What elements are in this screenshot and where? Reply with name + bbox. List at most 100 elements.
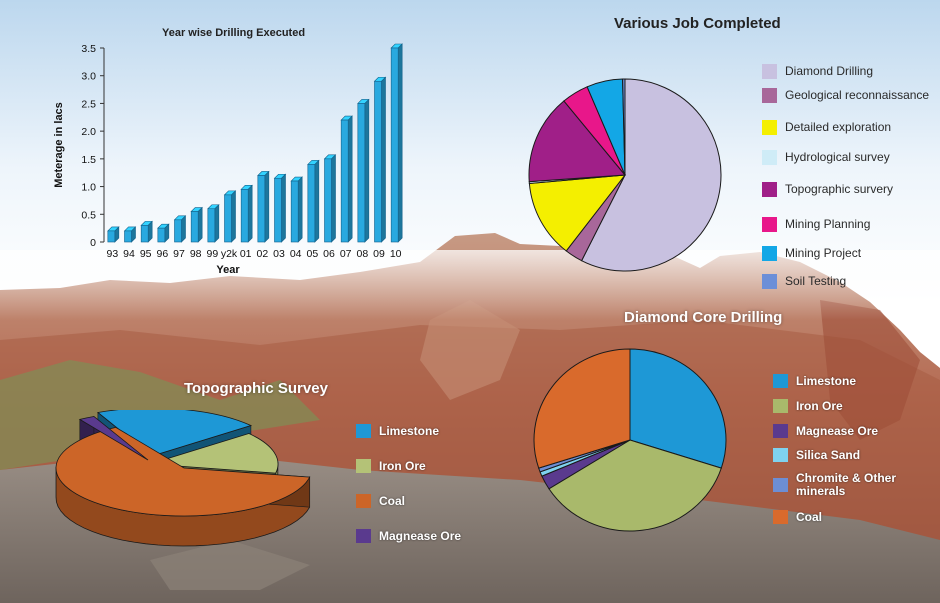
pie-slice [622,78,626,176]
bar [274,177,282,243]
bar [257,175,266,243]
legend-swatch [356,494,371,508]
x-axis-title: Year [216,264,240,276]
y-tick-label: 2.0 [81,126,96,138]
legend-item: Coal [356,494,405,508]
bar [290,180,299,243]
x-tick-label: 98 [190,248,202,260]
pie-slice [96,410,253,457]
legend-item: Diamond Drilling [762,64,873,79]
legend-label: Coal [796,509,823,524]
legend-label: Limestone [796,373,857,388]
y-tick-label: 3.5 [81,43,96,55]
x-tick-label: 05 [306,248,318,260]
x-tick-label: 10 [390,248,402,260]
pie-slice [55,426,311,517]
x-tick-label: y2k [221,248,238,260]
legend-swatch [762,217,777,232]
legend-label: Hydrological survey [785,150,890,164]
legend-label: Iron Ore [796,398,843,413]
x-tick-label: 97 [173,248,185,260]
y-axis-title: Meterage in lacs [53,102,65,188]
bar [174,219,182,243]
bar-side [314,159,320,243]
legend-swatch [762,120,777,135]
legend-label: Magnease Ore [796,423,879,438]
legend-item: Iron Ore [356,459,426,473]
legend-swatch [356,459,371,473]
legend-item: Soil Testing [762,274,846,289]
legend-item: Silica Sand [773,448,860,462]
y-tick-label: 2.5 [81,98,96,110]
x-tick-label: 08 [356,248,368,260]
legend-swatch [356,424,371,438]
legend-item: Limestone [773,374,856,388]
bar-side [331,154,336,243]
legend-swatch [762,150,777,165]
bar-side [214,204,220,243]
legend-label: Iron Ore [379,458,426,473]
y-tick-label: 0 [90,237,96,249]
bar [307,164,316,243]
bar [240,189,249,243]
legend-swatch [356,529,371,543]
legend-item: Chromite & Other minerals [773,472,938,498]
legend-swatch [762,64,777,79]
legend-label: Diamond Drilling [785,64,874,78]
bar [207,208,216,243]
x-tick-label: 09 [373,248,385,260]
bar [124,230,132,243]
bar-side [264,170,270,243]
bar [157,227,166,243]
legend-swatch [762,88,777,103]
legend-label: Chromite & Other minerals [796,471,897,498]
x-tick-label: 01 [240,248,252,260]
x-tick-label: 99 [206,248,218,260]
x-tick-label: 02 [256,248,268,260]
legend-item: Iron Ore [773,399,843,413]
y-tick-label: 1.5 [81,154,96,166]
topo-pie-chart [55,410,311,547]
legend-swatch [762,182,777,197]
legend-swatch [762,246,777,261]
pie-slice [548,439,722,532]
y-tick-label: 1.0 [81,182,96,194]
x-tick-label: 03 [273,248,285,260]
legend-item: Detailed exploration [762,120,891,135]
bar [324,158,332,243]
legend-label: Mining Planning [785,217,871,231]
x-tick-label: 96 [156,248,168,260]
legend-label: Soil Testing [785,274,847,288]
legend-item: Magnease Ore [773,424,878,438]
legend-label: Coal [379,493,406,508]
legend-swatch [773,399,788,413]
core-pie-chart [533,348,727,532]
x-tick-label: 07 [340,248,352,260]
x-tick-label: 95 [140,248,152,260]
jobs-legend: Diamond Drilling Geological reconnaissanc… [762,62,937,297]
bar-side [247,184,253,243]
legend-item: Limestone [356,424,439,438]
legend-swatch [773,510,788,524]
drilling-chart-title: Year wise Drilling Executed [162,27,306,39]
bar-side [181,215,186,243]
legend-label: Geological reconnaissance [785,88,930,102]
bar-side [397,43,403,243]
legend-swatch [773,448,788,462]
bar [140,225,149,243]
topo-legend: Limestone Iron Ore Coal Magnease Ore [356,424,496,554]
topo-chart-title: Topographic Survey [184,380,328,397]
legend-item: Topographic survery [762,182,893,197]
pie-slice [528,100,627,183]
bar [224,194,232,243]
pie-slice [528,174,627,252]
legend-label: Topographic survery [785,182,894,196]
legend-item: Geological reconnaissance [762,88,929,103]
core-chart-title: Diamond Core Drilling [624,309,783,326]
bar-side [231,190,236,243]
bar-side [147,220,153,243]
legend-swatch [773,478,788,492]
legend-item: Mining Project [762,246,861,261]
bar [340,119,349,243]
bar-side [347,115,353,243]
